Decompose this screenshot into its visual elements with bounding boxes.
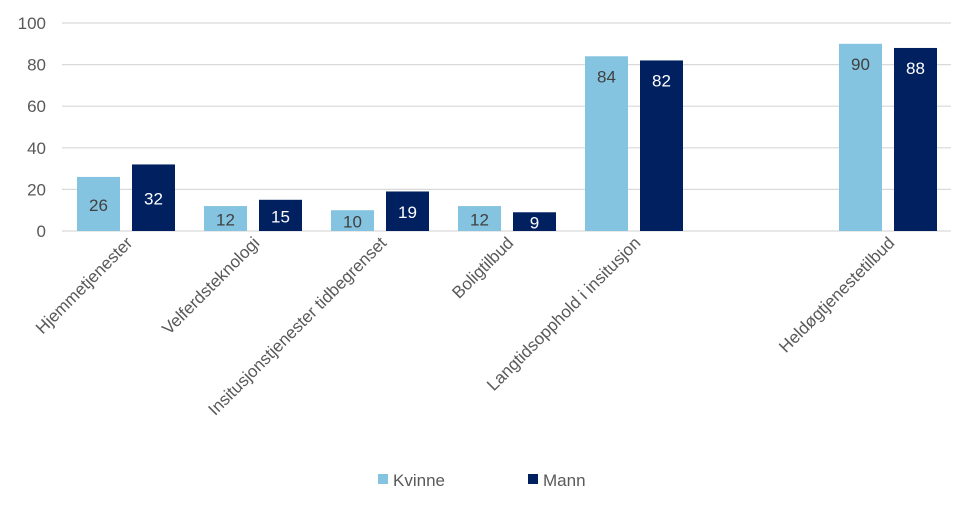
bar-kvinne xyxy=(331,210,374,231)
legend-swatch-mann xyxy=(528,474,538,484)
bar-kvinne xyxy=(839,43,882,231)
x-category-label: Hjemmetjenester xyxy=(32,233,137,338)
data-label: 15 xyxy=(271,207,290,226)
data-label: 12 xyxy=(470,211,489,230)
bar-kvinne xyxy=(77,176,120,231)
data-label: 19 xyxy=(398,203,417,222)
data-label: 88 xyxy=(906,59,925,78)
data-label: 32 xyxy=(144,190,163,209)
x-category-label: Velferdsteknologi xyxy=(158,233,263,338)
data-label: 26 xyxy=(89,196,108,215)
data-label: 10 xyxy=(343,213,362,232)
legend-swatch-kvinne xyxy=(378,474,388,484)
data-label: 9 xyxy=(530,214,539,233)
bar-mann xyxy=(259,199,302,231)
y-tick-label: 80 xyxy=(27,56,46,75)
bar-kvinne xyxy=(585,56,628,231)
y-tick-label: 100 xyxy=(18,14,46,33)
y-tick-label: 0 xyxy=(37,222,46,241)
bar-kvinne xyxy=(204,206,247,231)
data-label: 84 xyxy=(597,67,616,86)
bar-mann xyxy=(894,47,937,232)
x-category-label: Langtidsopphold i insitusjon xyxy=(483,233,644,394)
bar-mann xyxy=(640,60,683,231)
x-category-label: Heldøgtjenestetilbud xyxy=(775,233,898,356)
y-tick-label: 20 xyxy=(27,180,46,199)
data-label: 82 xyxy=(652,71,671,90)
legend-label: Kvinne xyxy=(393,471,445,490)
bar-mann xyxy=(132,164,175,231)
x-category-label: Boligtilbud xyxy=(448,233,517,302)
y-tick-label: 60 xyxy=(27,97,46,116)
bar-kvinne xyxy=(458,206,501,231)
data-label: 90 xyxy=(851,55,870,74)
y-tick-label: 40 xyxy=(27,139,46,158)
data-label: 12 xyxy=(216,211,235,230)
legend-label: Mann xyxy=(543,471,586,490)
bar-mann xyxy=(386,191,429,231)
bar-mann xyxy=(513,212,556,231)
